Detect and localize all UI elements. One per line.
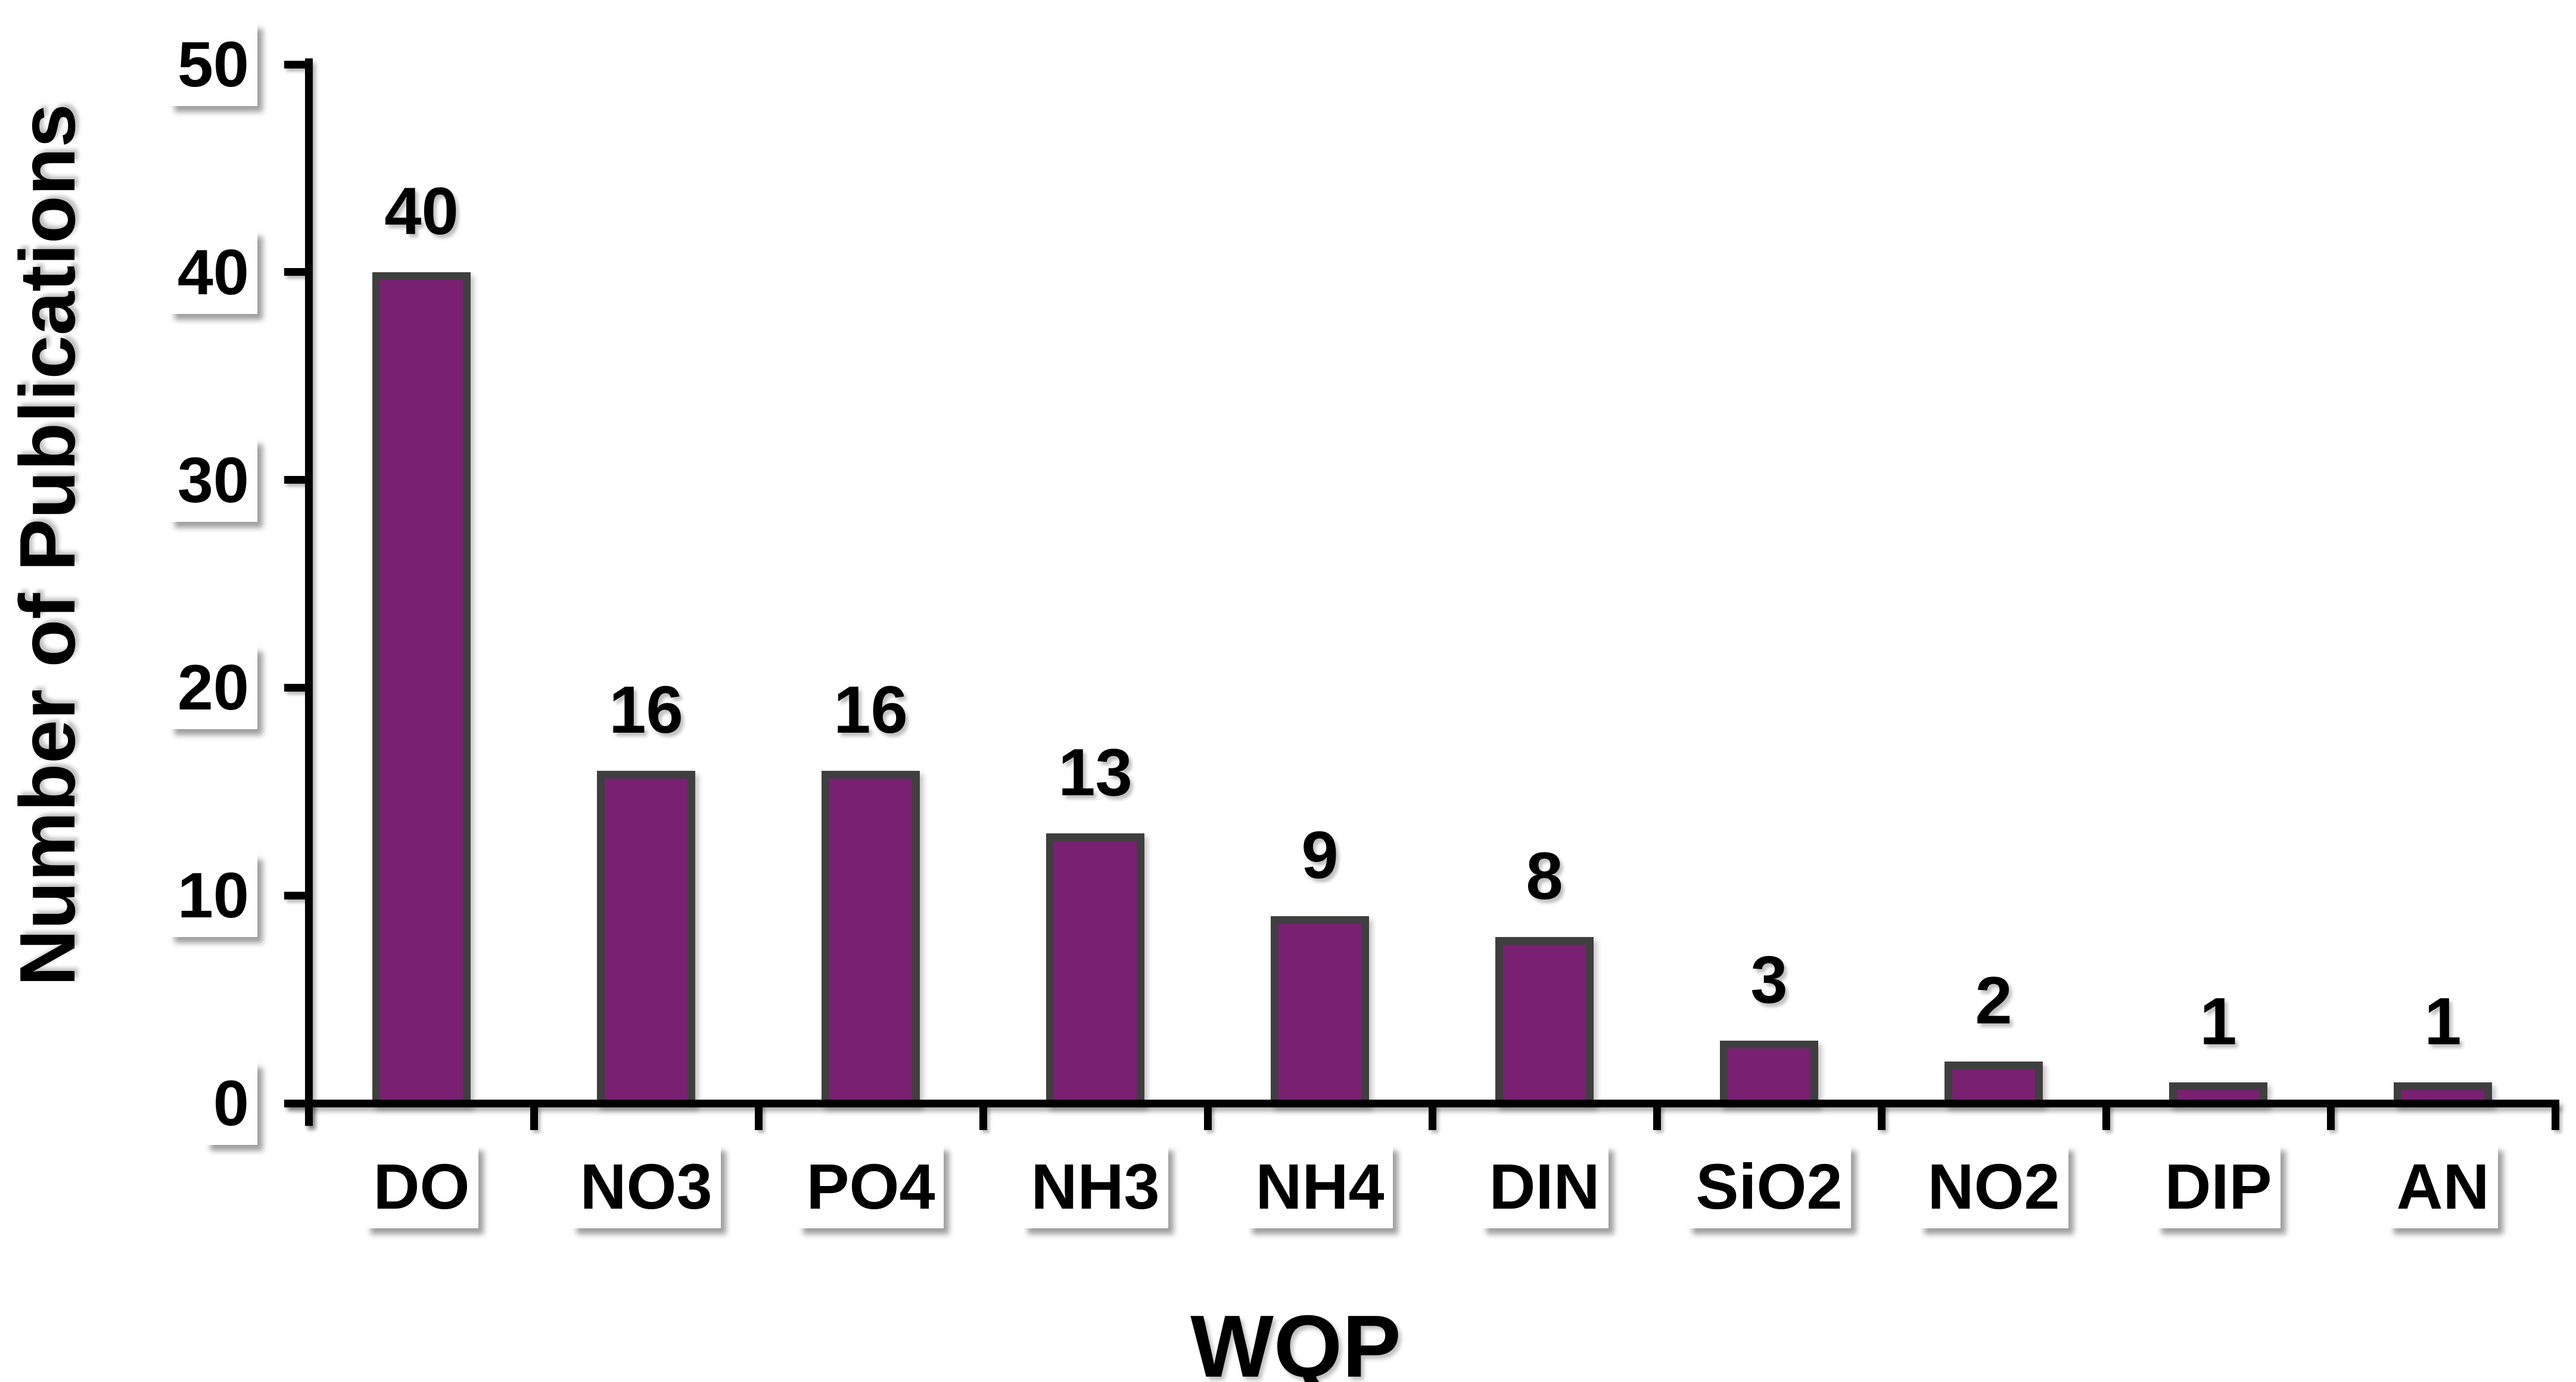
x-category-label: NO3 bbox=[497, 1145, 795, 1228]
x-category-label-box: DIP bbox=[2156, 1145, 2281, 1228]
bar bbox=[1720, 1041, 1818, 1107]
bar-value-label: 8 bbox=[1526, 839, 1563, 913]
bar-value-label: 13 bbox=[1058, 735, 1133, 810]
bar-value-label: 16 bbox=[609, 673, 683, 747]
y-axis-line bbox=[305, 58, 313, 1126]
bar-value-label: 40 bbox=[384, 174, 459, 248]
y-axis-tick bbox=[284, 476, 307, 484]
bar-value-label: 1 bbox=[2199, 984, 2237, 1059]
y-tick-label-box: 50 bbox=[169, 23, 257, 106]
y-axis-tick bbox=[284, 891, 307, 899]
y-tick-label: 40 bbox=[0, 230, 257, 314]
x-category-label: NO2 bbox=[1845, 1145, 2143, 1228]
bar bbox=[1271, 916, 1369, 1107]
x-axis-tick bbox=[2326, 1104, 2335, 1130]
y-tick-label-box: 0 bbox=[204, 1062, 257, 1145]
x-category-label: DIN bbox=[1396, 1145, 1694, 1228]
y-tick-label: 50 bbox=[0, 23, 257, 106]
y-axis-tick bbox=[284, 1099, 307, 1107]
y-tick-label-box: 30 bbox=[169, 438, 257, 522]
x-category-label: NH4 bbox=[1171, 1145, 1469, 1228]
x-category-label: DIP bbox=[2070, 1145, 2367, 1228]
x-axis-tick bbox=[1877, 1104, 1886, 1130]
x-category-label-box: AN bbox=[2388, 1145, 2498, 1228]
y-tick-label: 10 bbox=[0, 854, 257, 938]
x-category-label-box: NH4 bbox=[1247, 1145, 1393, 1228]
bar-value-label: 16 bbox=[833, 673, 908, 747]
y-tick-label: 20 bbox=[0, 646, 257, 730]
x-axis-tick bbox=[2102, 1104, 2110, 1130]
bar bbox=[822, 771, 920, 1107]
y-tick-label: 0 bbox=[0, 1062, 257, 1145]
bar-value-label: 9 bbox=[1301, 818, 1339, 892]
bar-value-label: 3 bbox=[1750, 942, 1788, 1017]
y-axis-tick bbox=[284, 268, 307, 276]
x-axis-tick bbox=[979, 1104, 987, 1130]
x-category-label-box: NH3 bbox=[1022, 1145, 1168, 1228]
y-axis-tick bbox=[284, 60, 307, 69]
y-tick-label-box: 20 bbox=[169, 646, 257, 730]
bar-value-label: 2 bbox=[1975, 963, 2012, 1038]
bar bbox=[1046, 833, 1144, 1107]
x-axis-line bbox=[285, 1100, 2559, 1107]
bar-value-label: 1 bbox=[2424, 984, 2462, 1059]
x-axis-tick bbox=[1428, 1104, 1436, 1130]
x-category-label: SiO2 bbox=[1620, 1145, 1918, 1228]
x-category-label: DO bbox=[273, 1145, 571, 1228]
y-tick-label: 30 bbox=[0, 438, 257, 522]
x-category-label-box: NO3 bbox=[571, 1145, 721, 1228]
x-axis-tick bbox=[754, 1104, 763, 1130]
x-axis-tick bbox=[1203, 1104, 1212, 1130]
x-category-label-box: SiO2 bbox=[1687, 1145, 1851, 1228]
bar bbox=[597, 771, 695, 1107]
y-tick-label-box: 40 bbox=[169, 230, 257, 314]
x-category-label: AN bbox=[2294, 1145, 2576, 1228]
x-axis-tick bbox=[2551, 1104, 2559, 1130]
bar bbox=[372, 272, 471, 1107]
x-axis-title: WQP bbox=[1190, 1297, 1401, 1382]
x-axis-tick bbox=[1653, 1104, 1661, 1130]
x-category-label-box: PO4 bbox=[798, 1145, 944, 1228]
x-axis-tick bbox=[305, 1103, 313, 1126]
x-category-label-box: DO bbox=[365, 1145, 478, 1228]
x-category-label-box: NO2 bbox=[1919, 1145, 2068, 1228]
x-axis-tick bbox=[530, 1104, 538, 1130]
x-category-label: PO4 bbox=[722, 1145, 1020, 1228]
bar bbox=[1495, 937, 1594, 1107]
x-category-label-box: DIN bbox=[1480, 1145, 1609, 1228]
y-axis-tick bbox=[284, 683, 307, 692]
y-tick-label-box: 10 bbox=[169, 854, 257, 938]
x-category-label: NH3 bbox=[947, 1145, 1245, 1228]
